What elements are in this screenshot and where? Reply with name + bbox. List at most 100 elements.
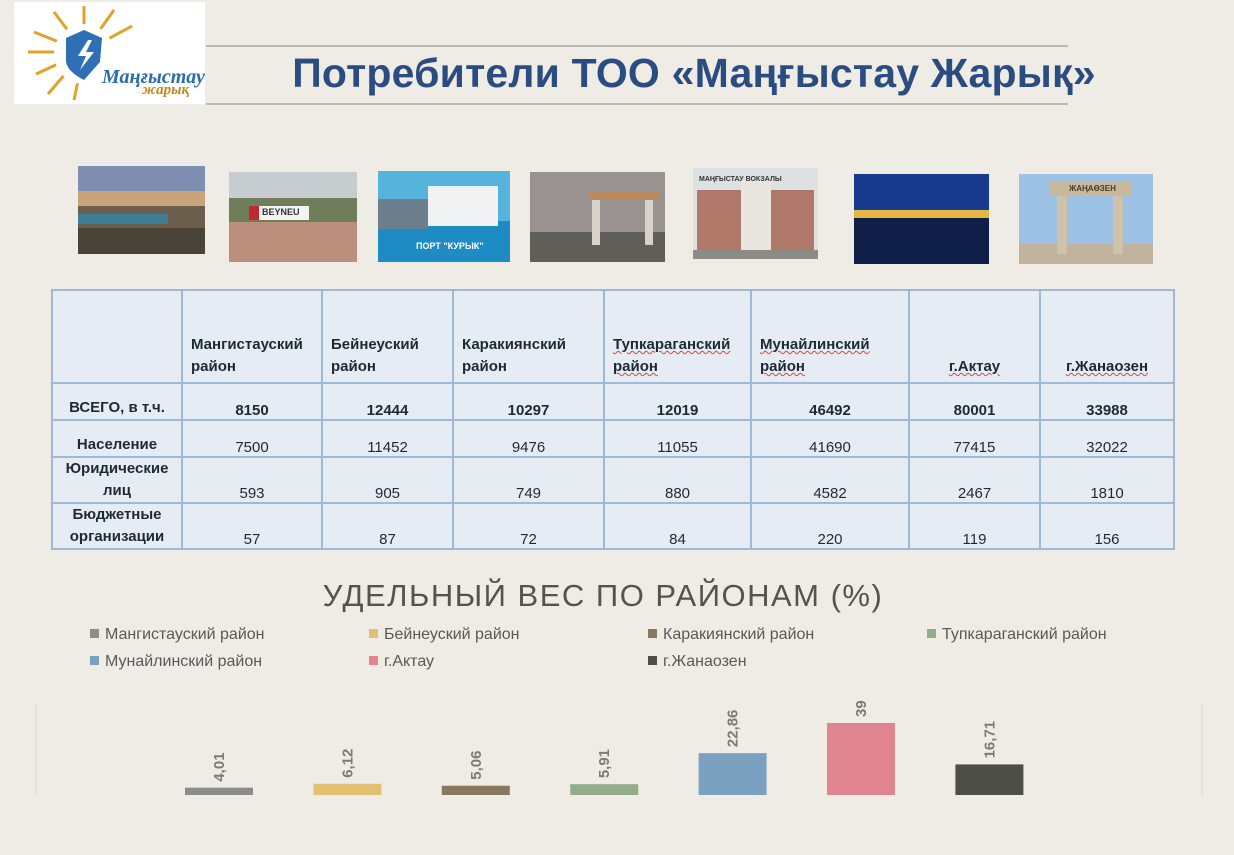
table-cell: 80001	[908, 382, 1041, 421]
legend-label: Каракиянский район	[663, 626, 815, 643]
photo-coast-landscape	[78, 166, 205, 254]
legend-label: Мунайлинский район	[105, 653, 263, 670]
table-row: Бюджетные организации 57 87 72 84 220 11…	[51, 502, 1175, 550]
chart-bar	[185, 787, 253, 795]
legend-label: г.Актау	[384, 653, 435, 670]
photo-beyneu: BEYNEU	[229, 172, 357, 262]
column-header: г.Жанаозен	[1039, 289, 1175, 384]
legend-swatch	[369, 629, 378, 638]
table-cell: 8150	[181, 382, 323, 421]
page-title: Потребители ТОО «Маңғыстау Жарық»	[292, 50, 1096, 96]
table-cell: 749	[452, 456, 605, 504]
chart-bar	[313, 783, 382, 795]
logo-text-sub: жарық	[142, 82, 190, 98]
column-header: Мангистауский район	[181, 289, 323, 384]
consumers-table: Мангистауский район Бейнеуский район Кар…	[51, 289, 1175, 550]
table-row: Юридические лиц 593 905 749 880 4582 246…	[51, 456, 1175, 504]
chart-bar	[955, 764, 1024, 795]
table-cell: 10297	[452, 382, 605, 421]
bar-value-label: 5,91	[596, 749, 613, 778]
legend-label: г.Жанаозен	[663, 653, 747, 670]
bar-chart: 4,01 6,12 5,06 5,91 22,86 39,33 16,71	[35, 700, 1203, 795]
table-cell: 880	[603, 456, 752, 504]
legend-item: Мунайлинский район	[90, 653, 262, 671]
table-cell: 77415	[908, 419, 1041, 458]
column-header: Бейнеуский район	[321, 289, 454, 384]
table-cell: 84	[603, 502, 752, 550]
legend-item: Тупкараганский район	[927, 626, 1107, 644]
legend-swatch	[90, 629, 99, 638]
chart-bar	[441, 785, 510, 795]
table-cell: 1810	[1039, 456, 1175, 504]
table-corner-cell	[51, 289, 183, 384]
legend-label: Тупкараганский район	[942, 626, 1107, 643]
bar-value-label: 22,86	[725, 710, 742, 748]
column-header: Каракиянский район	[452, 289, 605, 384]
chart-title: УДЕЛЬНЫЙ ВЕС ПО РАЙОНАМ (%)	[322, 578, 884, 613]
legend-item: Мангистауский район	[90, 626, 265, 644]
chart-bar	[827, 723, 895, 795]
table-cell: 2467	[908, 456, 1041, 504]
legend-swatch	[648, 656, 657, 665]
table-cell: 57	[181, 502, 323, 550]
table-cell: 9476	[452, 419, 605, 458]
photo-beyneu-sign: BEYNEU	[262, 207, 300, 217]
table-cell: 593	[181, 456, 323, 504]
photo-zhanaozen-sign: ЖАҢАӨЗЕН	[1069, 184, 1116, 193]
photo-zhanaozen-arch: ЖАҢАӨЗЕН	[1019, 174, 1153, 264]
table-cell: 32022	[1039, 419, 1175, 458]
photo-arch-gate	[530, 172, 665, 262]
sun-shield-icon	[28, 6, 133, 101]
table-cell: 87	[321, 502, 454, 550]
company-logo: Маңғыстау жарық	[14, 2, 205, 104]
bar-value-label: 39,33	[853, 700, 870, 717]
legend-item: г.Жанаозен	[648, 653, 747, 671]
table-row: ВСЕГО, в т.ч. 8150 12444 10297 12019 464…	[51, 382, 1175, 421]
title-rule-top	[206, 45, 1068, 47]
photo-aktau-night	[854, 174, 989, 264]
column-header: Тупкараганский район	[603, 289, 752, 384]
table-row: Население 7500 11452 9476 11055 41690 77…	[51, 419, 1175, 458]
photo-port-sign: ПОРТ "КУРЫК"	[416, 241, 484, 251]
title-rule-bottom	[206, 103, 1068, 105]
chart-bar	[570, 784, 639, 795]
table-cell: 220	[750, 502, 910, 550]
bar-value-label: 6,12	[339, 749, 356, 778]
table-cell: 156	[1039, 502, 1175, 550]
table-cell: 7500	[181, 419, 323, 458]
table-cell: 46492	[750, 382, 910, 421]
table-cell: 905	[321, 456, 454, 504]
table-cell: 41690	[750, 419, 910, 458]
table-cell: 119	[908, 502, 1041, 550]
row-label: ВСЕГО, в т.ч.	[51, 382, 183, 421]
table-cell: 12444	[321, 382, 454, 421]
table-cell: 12019	[603, 382, 752, 421]
photo-station-sign: МАҢҒЫСТАУ ВОКЗАЛЫ	[699, 176, 782, 183]
legend-item: г.Актау	[369, 653, 434, 671]
table-cell: 33988	[1039, 382, 1175, 421]
bar-value-label: 4,01	[211, 752, 228, 781]
table-cell: 72	[452, 502, 605, 550]
table-cell: 11055	[603, 419, 752, 458]
row-label: Юридические лиц	[51, 456, 183, 504]
bar-value-label: 5,06	[468, 751, 485, 780]
row-label: Бюджетные организации	[51, 502, 183, 550]
legend-swatch	[369, 656, 378, 665]
legend-label: Мангистауский район	[105, 626, 265, 643]
photo-port-kuryk: ПОРТ "КУРЫК"	[378, 171, 510, 262]
photo-railway-station: МАҢҒЫСТАУ ВОКЗАЛЫ	[693, 168, 818, 259]
bar-value-label: 16,71	[981, 721, 998, 759]
logo-text-main: Маңғыстау	[102, 66, 205, 88]
table-cell: 11452	[321, 419, 454, 458]
chart-bar	[698, 753, 767, 795]
legend-swatch	[927, 629, 936, 638]
legend-item: Бейнеуский район	[369, 626, 520, 644]
legend-item: Каракиянский район	[648, 626, 814, 644]
legend-label: Бейнеуский район	[384, 626, 520, 643]
row-label: Население	[51, 419, 183, 458]
column-header: г.Актау	[908, 289, 1041, 384]
column-header: Мунайлинский район	[750, 289, 910, 384]
legend-swatch	[90, 656, 99, 665]
legend-swatch	[648, 629, 657, 638]
table-cell: 4582	[750, 456, 910, 504]
